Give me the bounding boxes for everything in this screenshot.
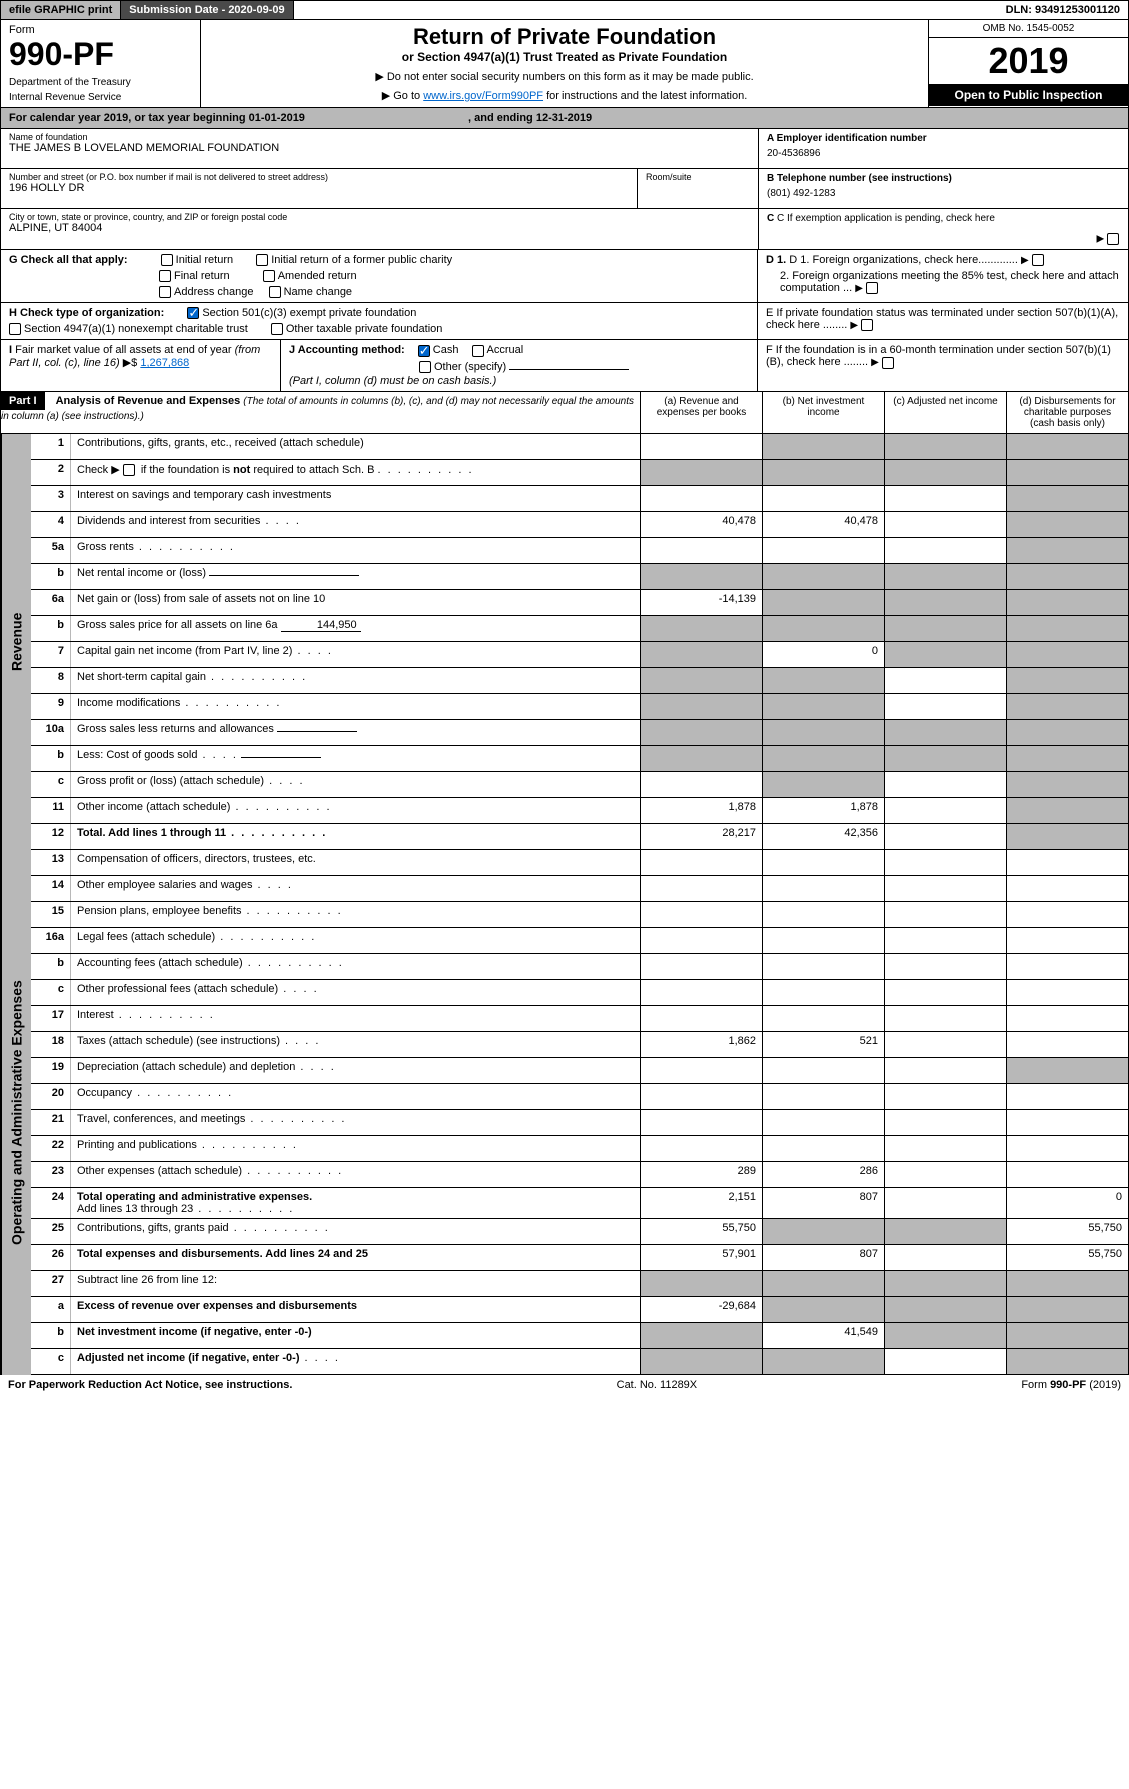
revenue-body: 1Contributions, gifts, grants, etc., rec… [31,434,1128,850]
checkbox-initial-former[interactable] [256,254,268,266]
checkbox-name[interactable] [269,286,281,298]
ein-box: A Employer identification number 20-4536… [759,129,1128,169]
form-header: Form 990-PF Department of the Treasury I… [0,20,1129,108]
header-left: Form 990-PF Department of the Treasury I… [1,20,201,107]
checkbox-d2[interactable] [866,282,878,294]
cat-no: Cat. No. 11289X [617,1379,698,1391]
exemption-box: C C If exemption application is pending,… [759,209,1128,249]
checkbox-cash[interactable] [418,345,430,357]
part1-desc: Part I Analysis of Revenue and Expenses … [1,392,640,433]
part1-columns: (a) Revenue and expenses per books (b) N… [640,392,1128,433]
section-i: I Fair market value of all assets at end… [1,340,281,390]
section-h-e: H Check type of organization: Section 50… [0,303,1129,340]
part1-label: Part I [1,392,45,410]
form-number: 990-PF [9,36,192,73]
expenses-body: 13Compensation of officers, directors, t… [31,850,1128,1375]
checkbox-c[interactable] [1107,233,1119,245]
checkbox-schb[interactable] [123,464,135,476]
revenue-side-label: Revenue [1,434,31,850]
info-section: Name of foundation THE JAMES B LOVELAND … [0,129,1129,250]
checkbox-initial[interactable] [161,254,173,266]
paperwork-notice: For Paperwork Reduction Act Notice, see … [8,1379,292,1391]
section-g: G Check all that apply: Initial return I… [1,250,758,302]
expenses-table: Operating and Administrative Expenses 13… [0,850,1129,1375]
omb-number: OMB No. 1545-0052 [929,20,1128,38]
checkbox-4947[interactable] [9,323,21,335]
form-subtitle: or Section 4947(a)(1) Trust Treated as P… [209,50,920,64]
checkbox-501c3[interactable] [187,307,199,319]
dept-treasury: Department of the Treasury [9,77,192,88]
instruction-2: ▶ Go to www.irs.gov/Form990PF for instru… [209,89,920,102]
header-center: Return of Private Foundation or Section … [201,20,928,107]
fmv-value[interactable]: 1,267,868 [140,357,189,369]
checkbox-f[interactable] [882,357,894,369]
section-d: D 1. D 1. Foreign organizations, check h… [758,250,1128,302]
checkbox-address[interactable] [159,286,171,298]
foundation-name-row: Name of foundation THE JAMES B LOVELAND … [1,129,758,169]
checkbox-accrual[interactable] [472,345,484,357]
section-j: J Accounting method: Cash Accrual Other … [281,340,758,390]
city-row: City or town, state or province, country… [1,209,758,249]
expenses-side-label: Operating and Administrative Expenses [1,850,31,1375]
footer: For Paperwork Reduction Act Notice, see … [0,1375,1129,1395]
checkbox-e[interactable] [861,319,873,331]
top-bar: efile GRAPHIC print Submission Date - 20… [0,0,1129,20]
section-ij-f: I Fair market value of all assets at end… [0,340,1129,391]
revenue-table: Revenue 1Contributions, gifts, grants, e… [0,434,1129,850]
instruction-1: ▶ Do not enter social security numbers o… [209,70,920,83]
col-a-header: (a) Revenue and expenses per books [640,392,762,433]
checkbox-d1[interactable] [1032,254,1044,266]
section-f: F If the foundation is in a 60-month ter… [758,340,1128,390]
checkbox-other-method[interactable] [419,361,431,373]
section-e: E If private foundation status was termi… [758,303,1128,339]
efile-label: efile GRAPHIC print [1,1,121,19]
room-suite: Room/suite [638,169,758,208]
phone-box: B Telephone number (see instructions) (8… [759,169,1128,209]
open-to-public: Open to Public Inspection [929,84,1128,106]
checkbox-final[interactable] [159,270,171,282]
dln: DLN: 93491253001120 [998,1,1128,19]
form-footer: Form 990-PF (2019) [1021,1379,1121,1391]
submission-date: Submission Date - 2020-09-09 [121,1,293,19]
checkbox-other-taxable[interactable] [271,323,283,335]
part1-header-row: Part I Analysis of Revenue and Expenses … [0,392,1129,434]
info-right: A Employer identification number 20-4536… [758,129,1128,249]
form-title: Return of Private Foundation [209,24,920,50]
header-right: OMB No. 1545-0052 2019 Open to Public In… [928,20,1128,107]
address-row: Number and street (or P.O. box number if… [1,169,758,209]
irs-label: Internal Revenue Service [9,92,192,103]
checkbox-amended[interactable] [263,270,275,282]
tax-year: 2019 [929,38,1128,84]
street-address: Number and street (or P.O. box number if… [1,169,638,208]
section-g-d: G Check all that apply: Initial return I… [0,250,1129,303]
section-h: H Check type of organization: Section 50… [1,303,758,339]
form-label: Form [9,24,192,36]
col-c-header: (c) Adjusted net income [884,392,1006,433]
col-b-header: (b) Net investment income [762,392,884,433]
irs-link[interactable]: www.irs.gov/Form990PF [423,90,543,102]
calendar-year-row: For calendar year 2019, or tax year begi… [0,108,1129,129]
col-d-header: (d) Disbursements for charitable purpose… [1006,392,1128,433]
info-left: Name of foundation THE JAMES B LOVELAND … [1,129,758,249]
